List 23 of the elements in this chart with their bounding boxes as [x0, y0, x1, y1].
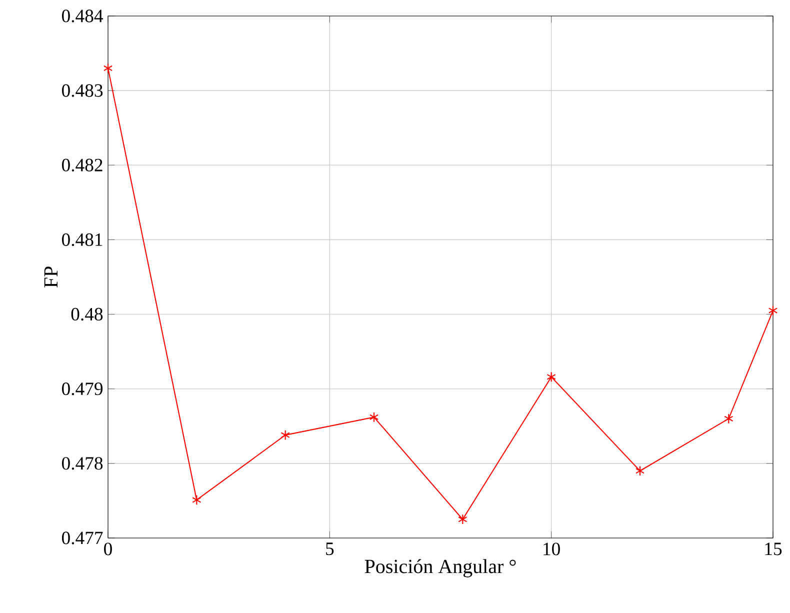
y-tick-label: 0.482 [62, 158, 102, 172]
y-tick-label: 0.477 [62, 532, 103, 544]
point [458, 514, 468, 525]
y-tick-label: 0.478 [62, 457, 103, 470]
x-tick-label: 5 [326, 542, 334, 556]
point [280, 430, 290, 440]
x-tick-label: 0 [104, 542, 112, 556]
x-tick-label: 10 [544, 542, 560, 556]
point [768, 305, 778, 316]
y-tick-label: 0.479 [62, 382, 103, 396]
y-tick-label: 0.48 [71, 308, 103, 321]
point [724, 413, 734, 424]
x-tick-label: 15 [765, 542, 782, 556]
point [635, 466, 645, 476]
y-tick-label: 0.481 [62, 233, 102, 246]
y-tick-label: 0.483 [62, 84, 103, 97]
point [103, 62, 113, 74]
point [192, 494, 202, 506]
x-axis-title: Posición Angular ° [364, 559, 516, 578]
point [546, 372, 556, 382]
point [369, 412, 379, 422]
y-axis-title: FP [44, 266, 58, 288]
y-tick-label: 0.484 [62, 10, 104, 22]
